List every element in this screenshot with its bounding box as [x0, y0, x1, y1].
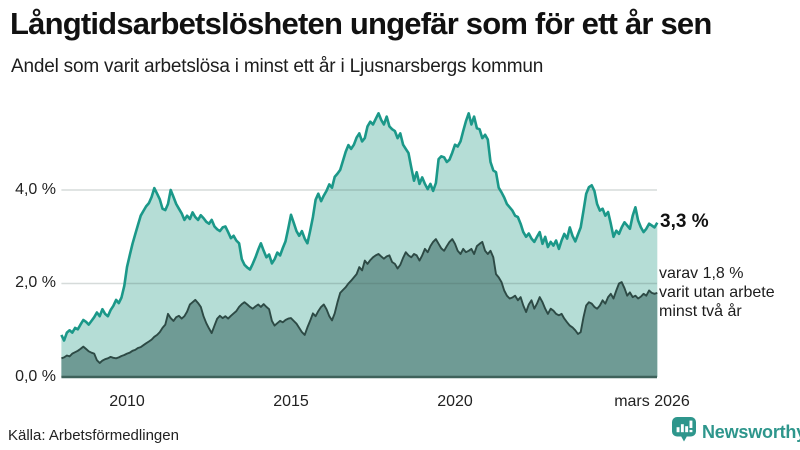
- series-end-value-label: 3,3 %: [660, 211, 709, 232]
- x-axis-label-2015: 2015: [273, 393, 309, 410]
- y-axis-label-4: 4,0 %: [15, 181, 56, 198]
- x-axis-label-mars-2026: mars 2026: [614, 393, 690, 410]
- x-axis-label-2020: 2020: [437, 393, 473, 410]
- annotation-line-2: varit utan arbete: [659, 284, 775, 301]
- source-credit: Källa: Arbetsförmedlingen: [8, 427, 179, 444]
- annotation-line-1: varav 1,8 %: [659, 265, 744, 282]
- y-axis-label-2: 2,0 %: [15, 274, 56, 291]
- newsworthy-wordmark: Newsworthy: [702, 421, 800, 442]
- newsworthy-logo-icon: [672, 416, 696, 448]
- page-subtitle: Andel som varit arbetslösa i minst ett å…: [11, 56, 544, 77]
- page-title: Långtidsarbetslösheten ungefär som för e…: [10, 6, 712, 41]
- newsworthy-brand: Newsworthy: [672, 416, 800, 448]
- y-axis-label-0: 0,0 %: [15, 368, 56, 385]
- series2-annotation: varav 1,8 % varit utan arbete minst två …: [659, 264, 775, 321]
- annotation-line-3: minst två år: [659, 303, 742, 320]
- x-axis-label-2010: 2010: [109, 393, 145, 410]
